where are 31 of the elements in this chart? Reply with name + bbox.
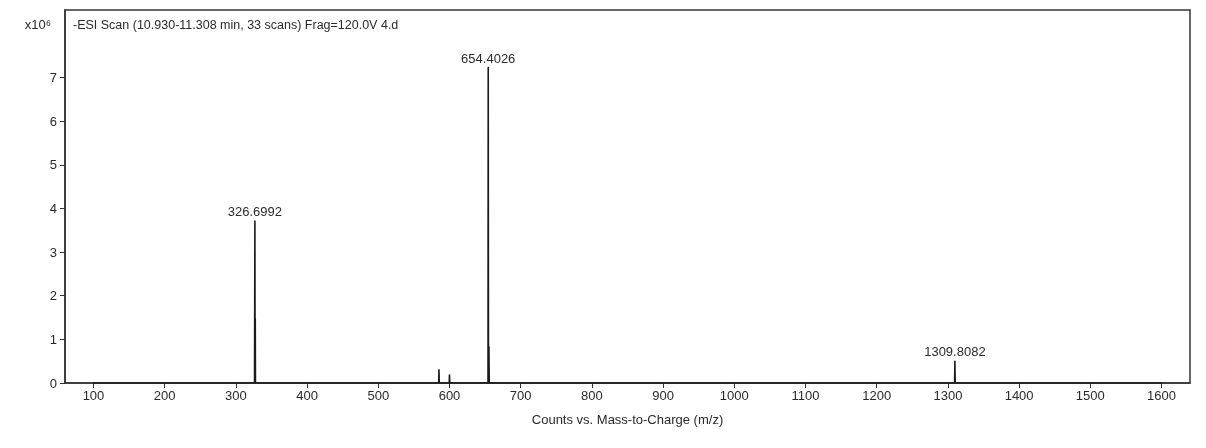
y-tick-label: 0 [49, 375, 57, 391]
y-tick-label: 5 [49, 157, 57, 173]
x-tick-label: 1000 [719, 388, 749, 403]
annotation: 1309.8082 [924, 344, 986, 360]
x-tick-label: 100 [82, 388, 105, 403]
y-tick-label: 4 [49, 201, 57, 216]
x-tick-label: 200 [153, 388, 176, 403]
line-series [92, 66, 1163, 384]
annotation: 654.4026 [461, 50, 516, 66]
x-tick-label: 1400 [1004, 388, 1034, 403]
x-tick-label: 1200 [862, 388, 892, 403]
y-tick-label: 1 [49, 331, 57, 347]
y-tick-label: 7 [49, 70, 57, 86]
x-tick-label: 1100 [791, 388, 820, 403]
annotation: 326.6992 [227, 204, 283, 220]
y-tick-label: 6 [49, 113, 57, 129]
x-axis-title: Counts vs. Mass-to-Charge (m/z) [531, 412, 724, 427]
x-tick-label: 400 [296, 388, 318, 403]
x-tick-label: 500 [367, 388, 390, 403]
x-tick-label: 1300 [933, 388, 963, 403]
x-tick-label: 300 [225, 388, 247, 403]
x-tick-label: 1600 [1147, 388, 1176, 403]
y-tick-label: 3 [49, 244, 57, 260]
y-tick-label: 2 [49, 288, 57, 304]
text: -ESI Scan (10.930-11.308 min, 33 scans) Frag=120.0V 4.d [73, 17, 399, 32]
x-tick-label: 700 [509, 388, 532, 403]
x-tick-label: 1500 [1075, 388, 1105, 403]
y-axis-title: x10⁶ [24, 16, 51, 32]
x-tick-label: 800 [581, 388, 603, 403]
x-tick-label: 900 [652, 388, 674, 403]
x-tick-label: 600 [438, 388, 461, 403]
